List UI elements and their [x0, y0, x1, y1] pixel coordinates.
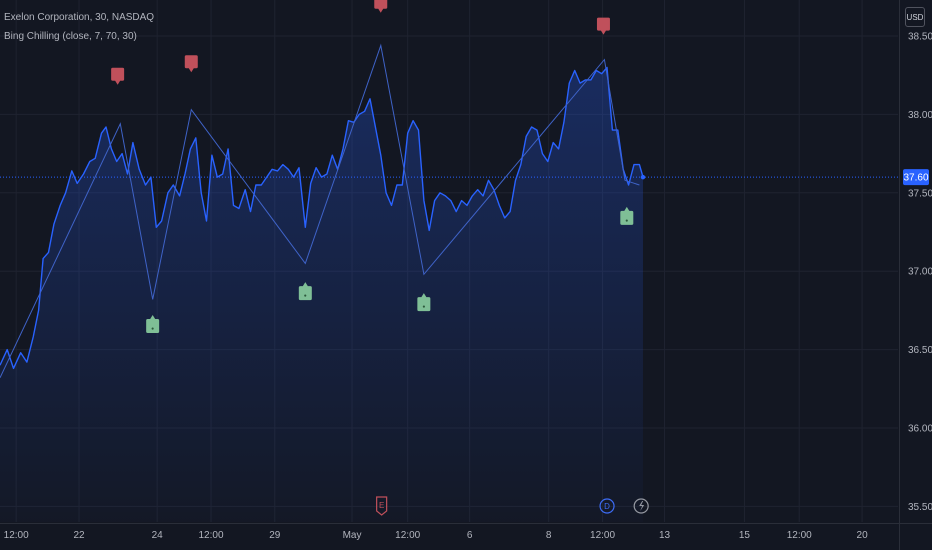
price-axis-label: 37.50 [908, 188, 932, 199]
time-axis-label: May [343, 530, 362, 541]
lightning-icon [639, 501, 645, 511]
time-axis-label: 22 [73, 530, 85, 541]
price-axis-label: 36.50 [908, 345, 932, 356]
time-axis-label: 13 [659, 530, 671, 541]
zigzag-line [0, 43, 640, 379]
symbol-title: Exelon Corporation, 30, NASDAQ [4, 12, 155, 23]
time-axis-label: 12:00 [4, 530, 29, 541]
indicator-title: Bing Chilling (close, 7, 70, 30) [4, 31, 137, 42]
time-axis-separator [0, 523, 932, 524]
price-line[interactable] [0, 66, 644, 370]
bear-signal-marker[interactable] [374, 0, 388, 13]
earnings-icon-glyph: E [379, 501, 384, 510]
dividend-icon-glyph: D [604, 502, 610, 511]
price-axis-label: 36.00 [908, 423, 932, 434]
bull-marker-glyph: ● [422, 304, 425, 310]
last-price-label: 37.60 [903, 173, 928, 184]
price-axis-separator [899, 0, 900, 550]
bull-signal-marker[interactable] [417, 293, 431, 312]
price-axis-label: 35.50 [908, 502, 932, 513]
time-axis-label: 8 [546, 530, 552, 541]
time-axis-label: 29 [269, 530, 281, 541]
bull-marker-glyph: ● [304, 293, 307, 299]
time-axis-label: 24 [152, 530, 164, 541]
time-axis-label: 12:00 [395, 530, 420, 541]
price-axis-label: 37.00 [908, 267, 932, 278]
last-price-badge [903, 169, 929, 186]
price-area-fill [0, 67, 643, 523]
earnings-icon[interactable] [376, 496, 388, 516]
currency-button[interactable]: USD [905, 7, 925, 27]
bull-marker-glyph: ● [625, 218, 628, 224]
bear-signal-marker[interactable] [596, 17, 610, 35]
time-axis-label: 12:00 [590, 530, 615, 541]
bull-signal-marker[interactable] [620, 206, 634, 225]
bull-marker-glyph: ● [151, 326, 154, 332]
time-axis-label: 20 [857, 530, 869, 541]
dividend-icon[interactable] [599, 498, 615, 514]
time-axis-label: 12:00 [787, 530, 812, 541]
price-axis-label: 38.00 [908, 110, 932, 121]
time-axis-label: 6 [467, 530, 473, 541]
bull-signal-marker[interactable] [298, 282, 312, 301]
time-axis-label: 15 [739, 530, 751, 541]
price-axis-label: 38.50 [908, 32, 932, 43]
bear-signal-marker[interactable] [111, 67, 125, 85]
bull-signal-marker[interactable] [146, 315, 160, 334]
time-axis-label: 12:00 [199, 530, 224, 541]
bear-signal-marker[interactable] [184, 55, 198, 73]
split-icon[interactable] [633, 498, 649, 514]
